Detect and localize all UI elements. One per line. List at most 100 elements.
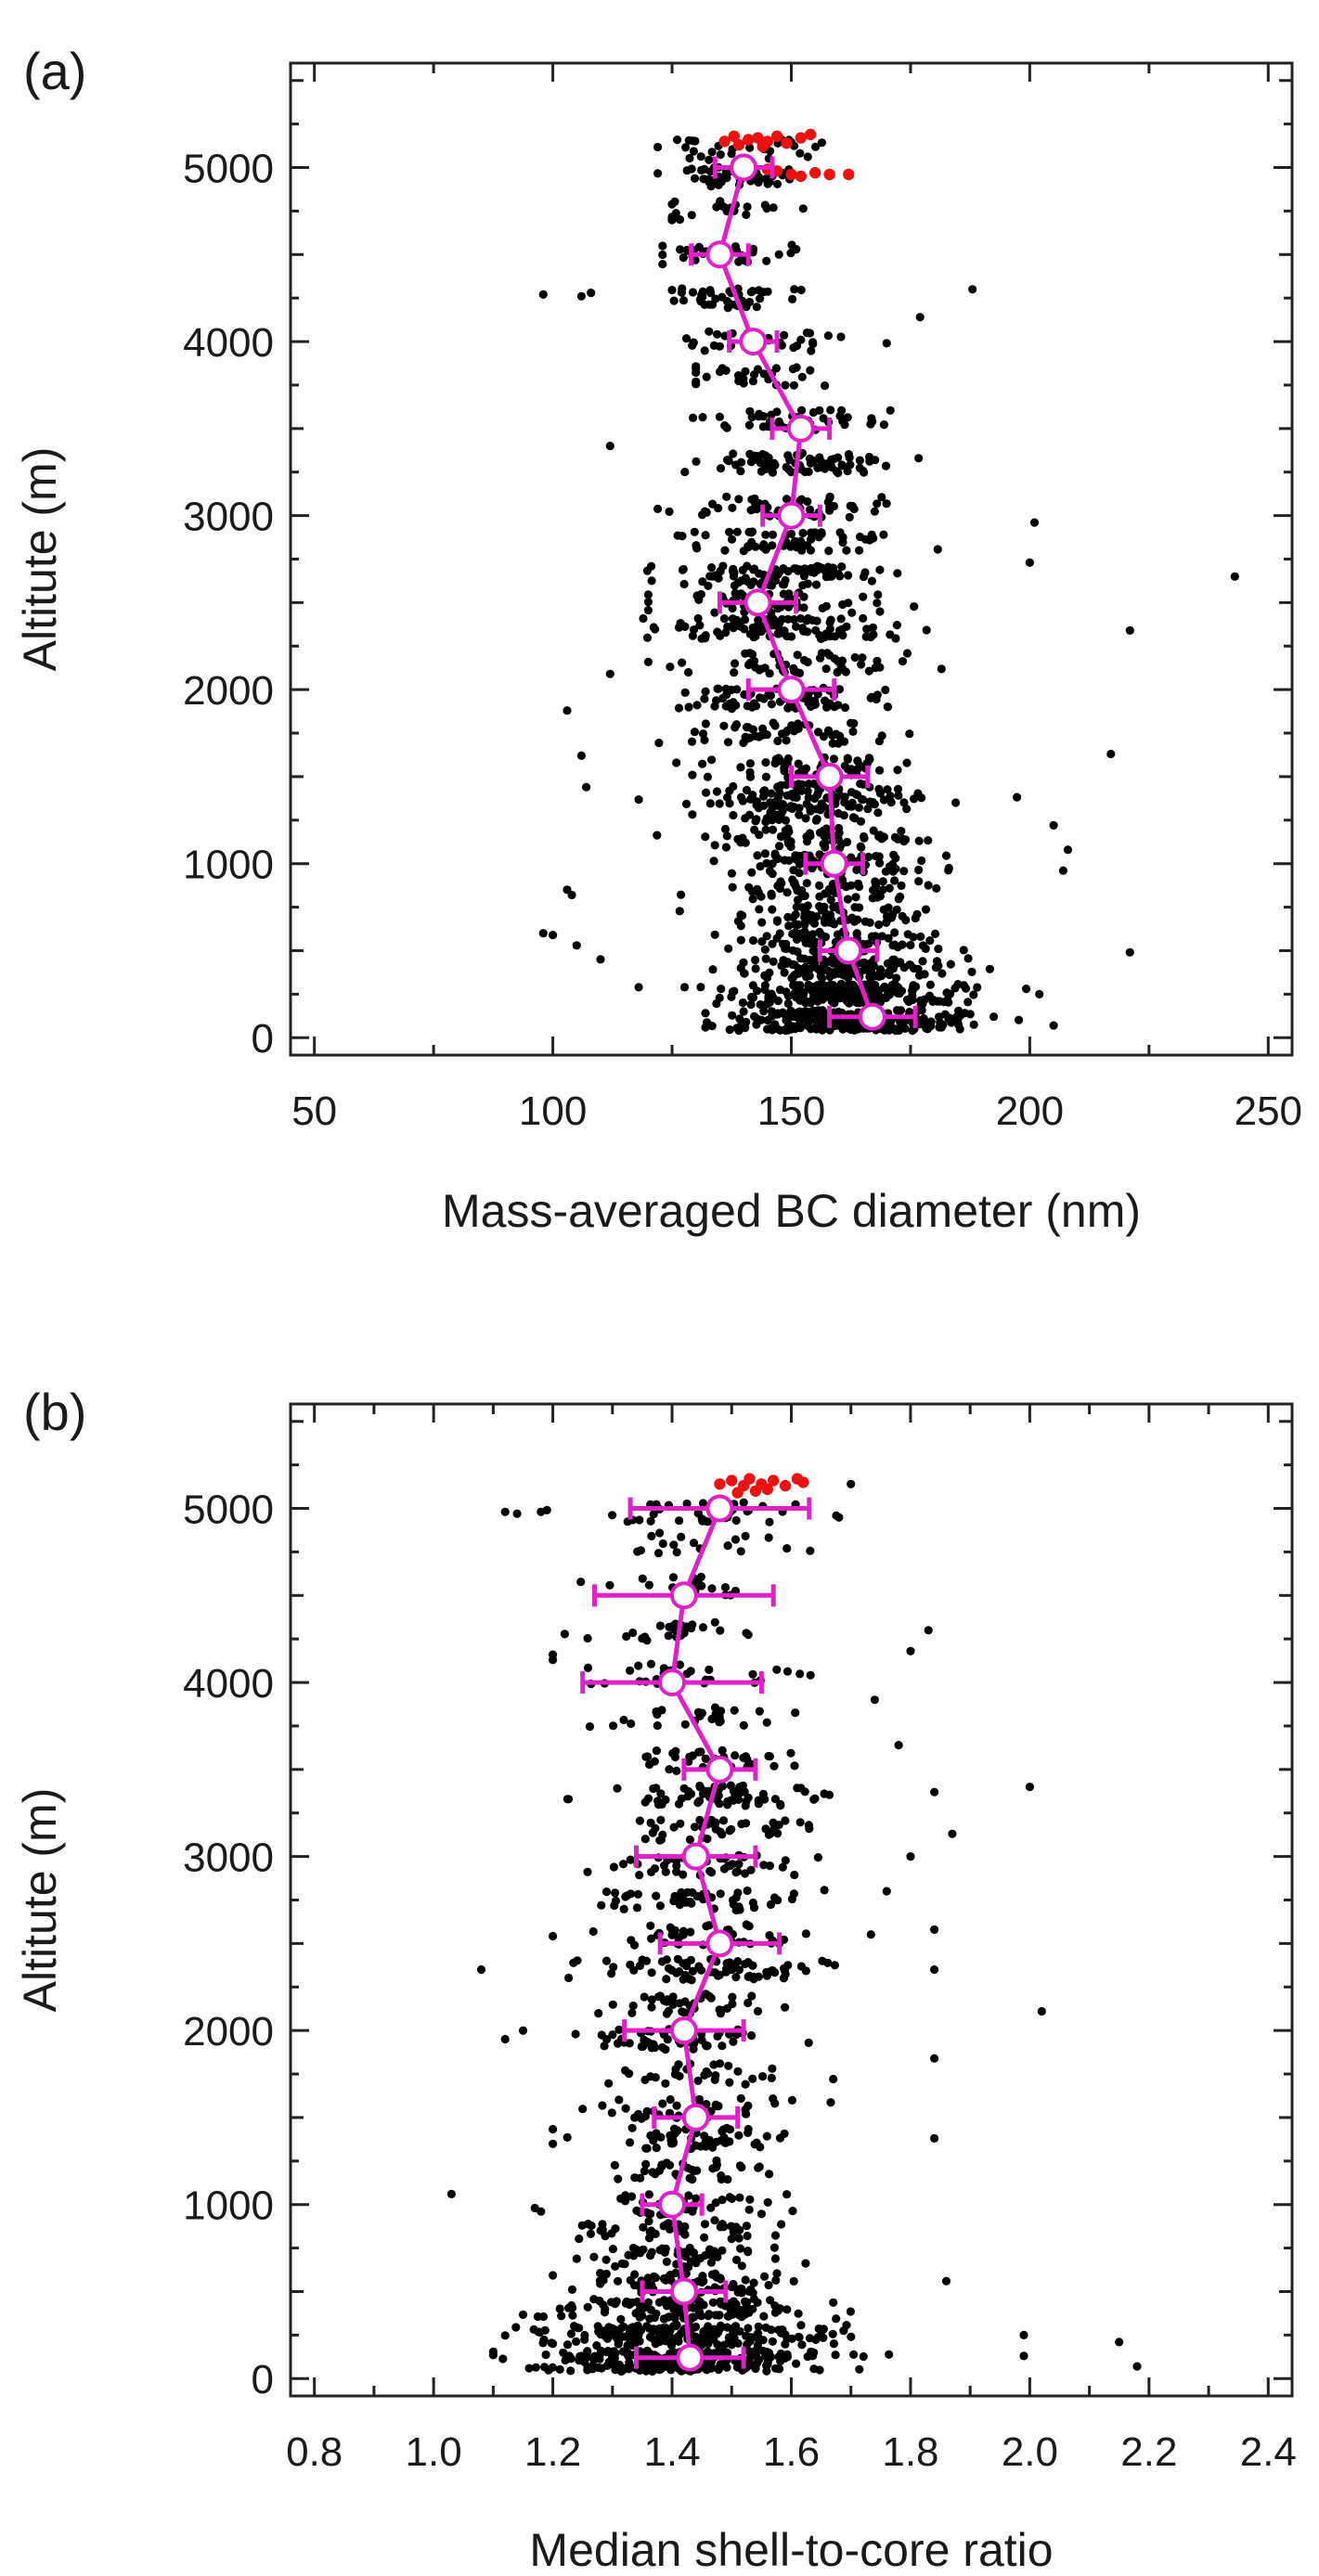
scatter-point <box>834 685 845 694</box>
scatter-point <box>795 804 804 813</box>
scatter-point <box>892 973 901 983</box>
scatter-point <box>675 907 684 916</box>
y-tick-label: 1000 <box>183 2183 274 2229</box>
scatter-point <box>903 930 912 939</box>
scatter-point <box>946 960 955 969</box>
scatter-point <box>870 992 879 1001</box>
scatter-point <box>727 2222 736 2231</box>
scatter-point <box>844 571 853 580</box>
scatter-point <box>708 572 718 581</box>
scatter-point <box>575 2351 585 2361</box>
scatter-point <box>807 346 816 355</box>
scatter-point <box>626 2324 635 2334</box>
scatter-point <box>864 852 873 862</box>
scatter-point <box>720 1583 731 1592</box>
scatter-point <box>775 2304 785 2313</box>
scatter-point <box>784 589 794 599</box>
scatter-point <box>692 541 701 550</box>
scatter-point <box>701 2250 710 2260</box>
scatter-point <box>692 457 701 466</box>
scatter-point <box>780 968 789 977</box>
scatter-point <box>647 1867 656 1876</box>
scatter-point <box>835 844 845 853</box>
scatter-point <box>627 2335 636 2345</box>
scatter-point <box>623 2349 633 2358</box>
scatter-point <box>677 890 686 899</box>
scatter-point <box>639 2222 648 2232</box>
scatter-point <box>871 663 880 673</box>
scatter-point <box>596 2226 605 2235</box>
scatter-point <box>594 2326 603 2337</box>
scatter-point <box>875 565 885 574</box>
scatter-point <box>749 1903 759 1913</box>
scatter-point <box>741 367 750 376</box>
scatter-point <box>704 2322 713 2331</box>
scatter-point <box>538 2338 548 2348</box>
scatter-point <box>653 1721 662 1731</box>
scatter-point <box>790 1870 799 1880</box>
scatter-point <box>710 841 719 850</box>
scatter-point <box>879 905 888 914</box>
scatter-point <box>696 589 706 599</box>
scatter-point <box>803 152 812 161</box>
scatter-point <box>783 998 793 1009</box>
scatter-point <box>644 2324 654 2333</box>
scatter-point <box>611 2261 620 2271</box>
scatter-point <box>476 1964 486 1975</box>
scatter-point <box>538 290 548 299</box>
scatter-point <box>772 1665 782 1674</box>
scatter-point <box>588 1926 598 1937</box>
scatter-point <box>772 934 782 943</box>
scatter-point <box>658 2099 667 2108</box>
scatter-point <box>701 1009 710 1018</box>
scatter-point <box>821 933 831 942</box>
scatter-point <box>653 1992 664 2002</box>
scatter-point <box>739 958 748 967</box>
scatter-point <box>654 739 664 748</box>
scatter-point <box>767 410 776 419</box>
scatter-point <box>697 2035 706 2045</box>
profile-marker <box>786 414 815 443</box>
scatter-point <box>715 341 725 351</box>
scatter-point <box>798 528 808 538</box>
scatter-point <box>644 2217 653 2226</box>
scatter-point <box>899 798 909 807</box>
scatter-point <box>687 211 696 220</box>
scatter-point <box>636 2248 645 2258</box>
scatter-point <box>921 905 931 914</box>
scatter-point <box>702 2041 711 2051</box>
scatter-point <box>886 798 896 807</box>
scatter-point <box>867 932 877 942</box>
scatter-point <box>818 603 827 613</box>
scatter-point <box>530 2203 539 2213</box>
scatter-point <box>721 167 731 177</box>
scatter-point <box>680 468 690 477</box>
scatter-point <box>755 1707 765 1716</box>
scatter-point <box>635 1961 645 1970</box>
scatter-point <box>619 1715 628 1725</box>
scatter-point <box>640 1797 650 1807</box>
scatter-point <box>596 2269 605 2278</box>
scatter-point <box>679 579 689 589</box>
scatter-point <box>826 895 835 905</box>
scatter-point <box>796 1962 807 1971</box>
scatter-point <box>801 564 811 573</box>
scatter-point <box>792 2359 801 2368</box>
scatter-point <box>698 1499 708 1508</box>
scatter-point <box>665 1765 674 1774</box>
scatter-point <box>909 981 918 990</box>
scatter-point <box>746 794 756 805</box>
scatter-point <box>738 911 747 921</box>
x-tick-label: 2.0 <box>1002 2429 1058 2475</box>
scatter-point <box>709 2247 719 2256</box>
scatter-point <box>742 210 751 219</box>
scatter-point <box>908 992 917 1001</box>
scatter-point <box>732 527 742 536</box>
scatter-point <box>666 2094 675 2105</box>
scatter-point <box>767 889 776 898</box>
scatter-point <box>605 1580 614 1590</box>
scatter-point <box>775 842 784 851</box>
scatter-point <box>815 2365 824 2375</box>
scatter-point <box>634 1661 643 1670</box>
